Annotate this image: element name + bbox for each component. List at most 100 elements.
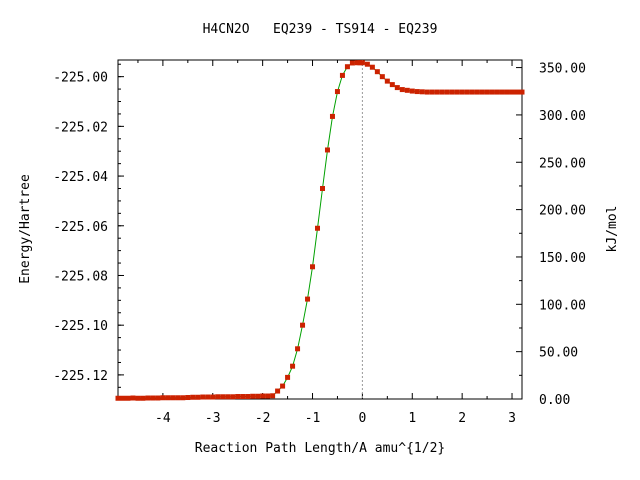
data-point (185, 395, 191, 401)
data-point (419, 89, 425, 95)
x-axis: -4 -3 -2 -1 0 1 2 3 (137, 60, 516, 426)
data-point (255, 393, 261, 399)
y-tick-label: -225.04 (53, 170, 108, 185)
x-tick-label: 3 (508, 411, 516, 426)
data-point (245, 394, 251, 400)
chart-title: H4CN2O EQ239 - TS914 - EQ239 (203, 22, 438, 37)
y2-tick-label: 300.00 (539, 109, 586, 124)
data-point (454, 89, 460, 95)
data-point (175, 395, 181, 401)
x-tick-label: 1 (408, 411, 416, 426)
data-point (324, 147, 330, 153)
data-point (305, 296, 311, 302)
x-tick-label: -1 (305, 411, 321, 426)
y-axis-label-left: Energy/Hartree (18, 174, 33, 284)
data-point (275, 388, 281, 394)
data-point (394, 85, 400, 91)
data-point (319, 185, 325, 191)
data-point (260, 393, 266, 399)
data-point (384, 78, 390, 84)
y-axis-label-right: kJ/mol (605, 206, 620, 253)
data-point (459, 89, 465, 95)
data-point (374, 69, 380, 75)
y-tick-label: -225.06 (53, 220, 108, 235)
data-point (210, 394, 216, 400)
data-point (150, 395, 156, 401)
y-tick-label: -225.10 (53, 319, 108, 334)
y-axis-left: -225.12 -225.10 -225.08 -225.06 -225.04 -225.… (53, 63, 124, 388)
data-point (290, 363, 296, 369)
y2-tick-label: 50.00 (539, 346, 578, 361)
data-point (165, 395, 171, 401)
data-point (349, 60, 355, 66)
data-point (489, 89, 495, 95)
data-point (509, 89, 515, 95)
data-point (399, 87, 405, 93)
data-point (504, 89, 510, 95)
data-point (130, 395, 136, 401)
data-point (409, 88, 415, 94)
data-point (200, 394, 206, 400)
y2-tick-label: 200.00 (539, 204, 586, 219)
data-point (499, 89, 505, 95)
data-point (155, 395, 161, 401)
data-point (160, 395, 166, 401)
y-tick-label: -225.12 (53, 369, 108, 384)
y-tick-label: -225.02 (53, 120, 108, 135)
data-point (494, 89, 500, 95)
y2-tick-label: 150.00 (539, 251, 586, 266)
data-point (135, 395, 141, 401)
x-tick-label: -2 (255, 411, 271, 426)
data-point (235, 394, 241, 400)
data-point (265, 393, 271, 399)
data-point (414, 89, 420, 95)
y2-tick-label: 100.00 (539, 298, 586, 313)
data-point (270, 393, 276, 399)
data-point (220, 394, 226, 400)
data-point (424, 89, 430, 95)
data-point (334, 89, 340, 95)
x-tick-label: 2 (458, 411, 466, 426)
data-point (479, 89, 485, 95)
plot-frame (117, 59, 523, 400)
data-point (115, 395, 121, 401)
data-point (449, 89, 455, 95)
data-point (429, 89, 435, 95)
data-point (225, 394, 231, 400)
data-point (180, 395, 186, 401)
data-point (404, 87, 410, 93)
data-points (115, 60, 525, 401)
y-axis-right: 0.00 50.00 100.00 150.00 200.00 250.00 300.00 3… (516, 62, 586, 408)
data-point (439, 89, 445, 95)
x-tick-label: -3 (205, 411, 221, 426)
data-point (215, 394, 221, 400)
data-point (285, 374, 291, 380)
data-point (190, 394, 196, 400)
y2-tick-label: 0.00 (539, 393, 570, 408)
data-point (230, 394, 236, 400)
data-point (250, 393, 256, 399)
x-tick-label: -4 (155, 411, 171, 426)
data-point (519, 89, 525, 95)
data-point (364, 61, 370, 67)
data-point (195, 394, 201, 400)
x-tick-label: 0 (358, 411, 366, 426)
data-point (280, 383, 286, 389)
data-point (310, 264, 316, 270)
data-point (514, 89, 520, 95)
data-point (359, 60, 365, 66)
y-tick-label: -225.00 (53, 71, 108, 86)
y-tick-label: -225.08 (53, 269, 108, 284)
data-point (434, 89, 440, 95)
data-point (300, 322, 306, 328)
data-point (474, 89, 480, 95)
data-point (120, 395, 126, 401)
data-point (469, 89, 475, 95)
y2-tick-label: 250.00 (539, 156, 586, 171)
data-point (145, 395, 151, 401)
data-point (205, 394, 211, 400)
data-point (484, 89, 490, 95)
data-point (170, 395, 176, 401)
data-point (295, 346, 301, 352)
data-point (339, 72, 345, 78)
